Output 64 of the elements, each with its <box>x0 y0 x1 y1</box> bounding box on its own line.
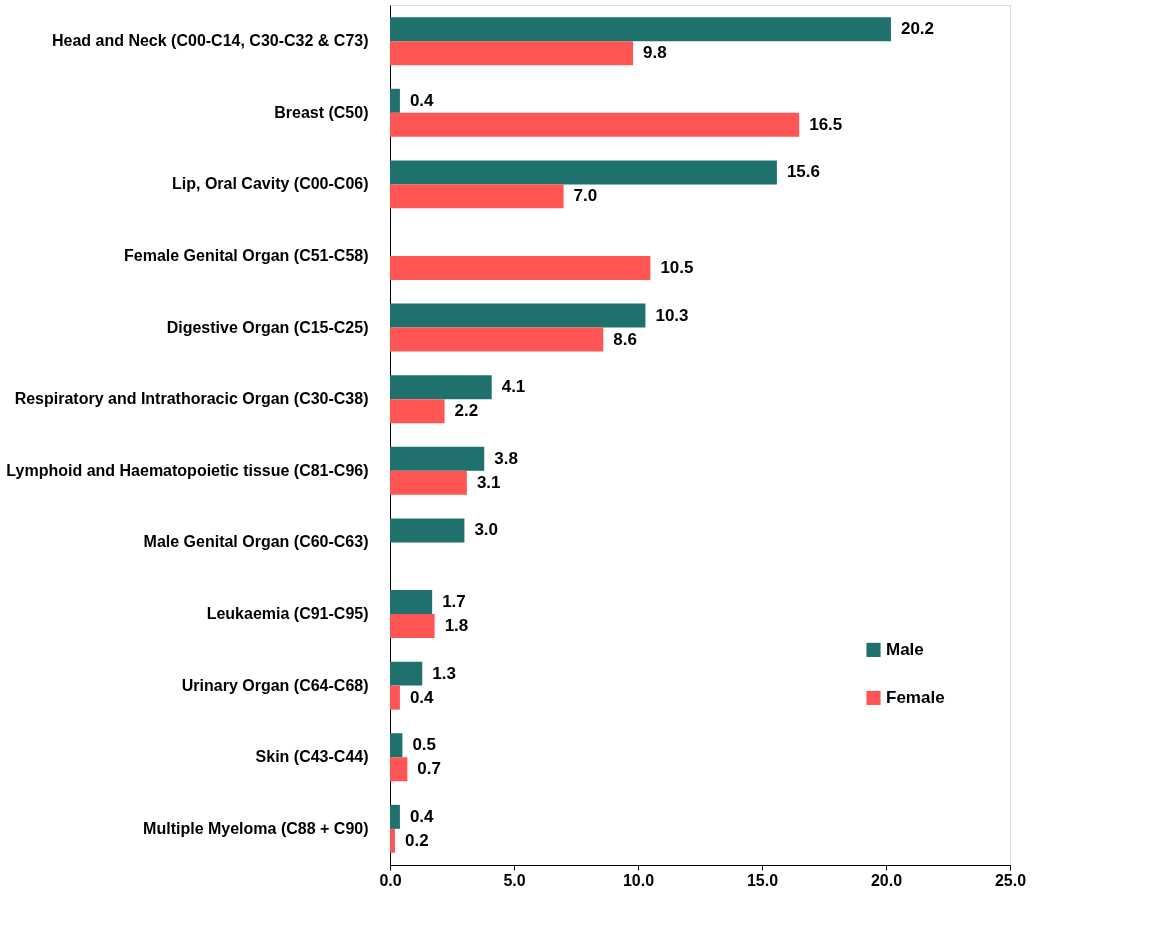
data-label: 2.2 <box>454 401 479 421</box>
y-tick-label: Lip, Oral Cavity (C00-C06) <box>172 175 369 193</box>
data-label: 8.6 <box>613 329 637 349</box>
y-tick-label: Male Genital Organ (C60-C63) <box>143 533 369 551</box>
y-tick-label: Respiratory and Intrathoracic Organ (C30-C38) <box>14 390 369 408</box>
data-label: 16.5 <box>809 114 843 134</box>
data-label: 1.8 <box>444 616 469 636</box>
data-label: 20.2 <box>900 19 935 39</box>
bar <box>390 255 651 280</box>
data-label: 3.8 <box>494 448 518 468</box>
bar <box>390 184 564 209</box>
x-tick-label: 20.0 <box>870 871 903 889</box>
bar <box>390 88 400 113</box>
y-tick-label: Multiple Myeloma (C88 + C90) <box>143 819 369 837</box>
bar <box>390 685 400 710</box>
bar <box>390 399 445 424</box>
y-tick-label: Lymphoid and Haematopoietic tissue (C81-C96) <box>6 461 369 479</box>
bar <box>390 446 485 471</box>
bar <box>390 614 435 639</box>
y-tick-label: Female Genital Organ (C51-C58) <box>123 246 369 264</box>
bar <box>390 757 408 782</box>
bar <box>390 327 604 352</box>
y-tick-label: Breast (C50) <box>274 103 369 121</box>
bar <box>390 733 403 758</box>
y-tick-label: Urinary Organ (C64-C68) <box>181 676 369 694</box>
data-label: 1.7 <box>442 592 466 612</box>
bar <box>390 375 492 400</box>
bar <box>390 590 433 615</box>
x-tick-label: 5.0 <box>503 871 526 889</box>
data-label: 0.4 <box>409 90 435 110</box>
bar <box>390 17 891 42</box>
data-label: 0.4 <box>409 687 435 707</box>
data-label: 0.2 <box>404 830 429 850</box>
data-label: 10.5 <box>660 257 694 277</box>
x-tick-label: 25.0 <box>994 871 1027 889</box>
bar <box>390 303 646 328</box>
bar <box>390 661 423 686</box>
data-label: 0.7 <box>417 759 441 779</box>
bar <box>390 470 467 495</box>
x-tick-label: 15.0 <box>746 871 779 889</box>
y-tick-label: Digestive Organ (C15-C25) <box>166 318 369 336</box>
bar <box>390 828 395 853</box>
data-label: 4.1 <box>501 377 526 397</box>
data-label: 9.8 <box>643 43 667 63</box>
x-tick-label: 10.0 <box>622 871 655 889</box>
y-tick-label: Skin (C43-C44) <box>255 748 369 766</box>
legend-label: Male <box>886 639 924 659</box>
data-label: 0.5 <box>412 735 437 755</box>
data-label: 3.1 <box>476 472 501 492</box>
data-label: 3.0 <box>474 520 499 540</box>
data-label: 10.3 <box>655 305 689 325</box>
data-label: 1.3 <box>432 663 456 683</box>
data-label: 15.6 <box>786 162 820 182</box>
bar <box>390 160 777 185</box>
bar <box>390 518 465 543</box>
x-tick-label: 0.0 <box>379 871 402 889</box>
bar <box>390 804 400 829</box>
bar <box>390 41 634 66</box>
data-label: 0.4 <box>409 806 435 826</box>
y-tick-label: Head and Neck (C00-C14, C30-C32 & C73) <box>51 32 369 50</box>
bar <box>390 112 800 137</box>
data-label: 7.0 <box>573 186 598 206</box>
legend-label: Female <box>886 687 945 707</box>
y-tick-label: Leukaemia (C91-C95) <box>206 605 369 623</box>
